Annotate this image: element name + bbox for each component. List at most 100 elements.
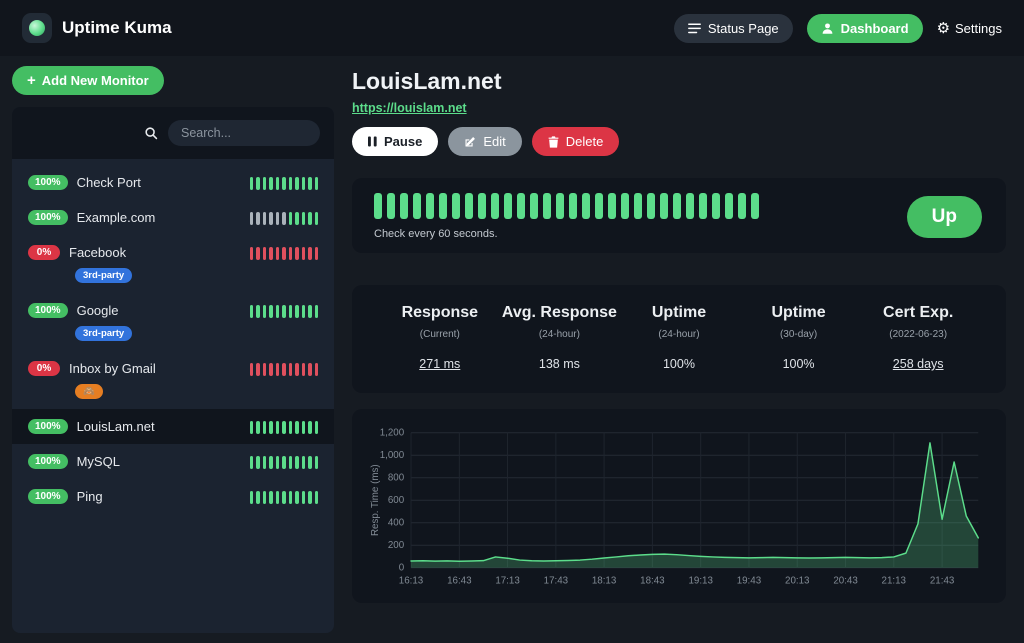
navbar-actions: Status Page Dashboard ⚙ Settings <box>673 13 1002 43</box>
heartbeat-bar <box>282 247 286 260</box>
heartbeat-bar <box>256 177 260 190</box>
app-title: Uptime Kuma <box>62 18 172 37</box>
check-interval-text: Check every 60 seconds. <box>374 228 498 240</box>
heartbeat-bar <box>275 305 279 318</box>
add-new-monitor-button[interactable]: + Add New Monitor <box>12 66 164 95</box>
heartbeat-bar <box>288 421 292 434</box>
heartbeat-bar <box>413 193 421 219</box>
heartbeat-row <box>249 421 318 434</box>
monitor-info: 100% LouisLam.net <box>28 419 155 434</box>
status-up-badge[interactable]: Up <box>906 195 982 238</box>
stat-uptime--24-hour-: Uptime (24-hour) 100% <box>619 304 739 371</box>
monitor-name: MySQL <box>76 454 120 469</box>
monitor-item-mysql[interactable]: 100% MySQL <box>12 444 334 479</box>
monitor-item-inbox-by-gmail[interactable]: 0% Inbox by Gmail 🙈 <box>12 351 334 409</box>
heartbeat-bar <box>314 247 318 260</box>
uptime-badge: 100% <box>28 489 68 504</box>
heartbeat-bar <box>269 305 273 318</box>
monitor-info: 100% Check Port <box>28 175 141 190</box>
trash-icon <box>548 135 559 148</box>
svg-text:20:43: 20:43 <box>833 575 857 586</box>
app-logo-icon <box>22 13 52 43</box>
dashboard-button[interactable]: Dashboard <box>806 13 923 43</box>
heartbeat-bar <box>288 247 292 260</box>
monitor-info: 100% MySQL <box>28 454 120 469</box>
heartbeat-bar <box>608 193 616 219</box>
heartbeat-bar <box>256 305 260 318</box>
tag-row: 3rd-party <box>75 323 133 341</box>
monitor-item-check-port[interactable]: 100% Check Port <box>12 165 334 200</box>
monitor-info: 100% Ping <box>28 489 103 504</box>
heartbeat-bar <box>465 193 473 219</box>
heartbeat-bar <box>308 491 312 504</box>
monitor-name: Inbox by Gmail <box>69 361 156 376</box>
heartbeat-bar <box>288 305 292 318</box>
heartbeat-bar <box>504 193 512 219</box>
monitor-item-google[interactable]: 100% Google 3rd-party <box>12 293 334 351</box>
heartbeat-bar <box>256 212 260 225</box>
pause-icon <box>368 136 377 147</box>
settings-button[interactable]: ⚙ Settings <box>937 21 1002 36</box>
pause-button[interactable]: Pause <box>352 127 439 156</box>
heartbeat-bar <box>595 193 603 219</box>
svg-text:19:43: 19:43 <box>737 575 761 586</box>
gear-icon: ⚙ <box>936 19 951 37</box>
heartbeat-bar <box>308 305 312 318</box>
heartbeat-bar <box>262 305 266 318</box>
uptime-badge: 100% <box>28 175 68 190</box>
svg-text:400: 400 <box>388 518 405 529</box>
add-monitor-label: Add New Monitor <box>41 73 149 88</box>
heartbeat-bar <box>314 177 318 190</box>
monitor-item-ping[interactable]: 100% Ping <box>12 479 334 514</box>
heartbeat-bar <box>275 212 279 225</box>
heartbeat-bar <box>269 363 273 376</box>
heartbeat-bar <box>295 247 299 260</box>
heartbeat-bar <box>249 456 253 469</box>
monitor-item-example-com[interactable]: 100% Example.com <box>12 200 334 235</box>
stat-value[interactable]: 271 ms <box>419 357 461 371</box>
search-input[interactable] <box>168 120 320 146</box>
uptime-badge: 0% <box>28 245 60 260</box>
heartbeat-row <box>249 177 318 190</box>
heartbeat-bar <box>288 456 292 469</box>
delete-button[interactable]: Delete <box>531 127 620 156</box>
heartbeat-bar <box>699 193 707 219</box>
monitor-url-link[interactable]: https://louislam.net <box>352 101 467 115</box>
monitor-name: Facebook <box>69 245 127 260</box>
edit-button[interactable]: Edit <box>448 127 522 156</box>
heartbeat-bar <box>288 491 292 504</box>
status-page-button[interactable]: Status Page <box>673 13 793 43</box>
heartbeat-bar <box>288 363 292 376</box>
heartbeat-bar <box>295 305 299 318</box>
heartbeat-bar <box>295 177 299 190</box>
heartbeat-bar <box>249 305 253 318</box>
main-content: LouisLam.net https://louislam.net Pause … <box>334 56 1024 643</box>
stat-value[interactable]: 258 days <box>892 357 944 371</box>
heartbeat-bar <box>262 177 266 190</box>
svg-text:1,000: 1,000 <box>380 450 405 461</box>
stat-avg-response--24-hour-: Avg. Response (24-hour) 138 ms <box>500 304 620 371</box>
heartbeat-bar <box>282 491 286 504</box>
heartbeat-bar <box>269 421 273 434</box>
status-page-label: Status Page <box>707 20 779 36</box>
response-time-chart: 0 200 400 600 800 1,000 1,200 16:13 16:43 17:13 17… <box>370 428 980 586</box>
stat-value: 138 ms <box>538 357 580 371</box>
stat-value: 100% <box>782 357 815 371</box>
heartbeat-bar <box>301 177 305 190</box>
monitor-item-facebook[interactable]: 0% Facebook 3rd-party <box>12 235 334 293</box>
heartbeat-bar <box>314 212 318 225</box>
heartbeat-bar <box>295 421 299 434</box>
svg-text:17:43: 17:43 <box>544 575 568 586</box>
heartbeat-bar <box>256 421 260 434</box>
heartbeat-bar <box>275 247 279 260</box>
sidebar: + Add New Monitor 100% Check Port 100% Exam… <box>12 66 334 633</box>
heartbeat-bar <box>660 193 668 219</box>
svg-text:0: 0 <box>399 563 405 574</box>
monitor-item-louislam-net[interactable]: 100% LouisLam.net <box>12 409 334 444</box>
heartbeat-block: Check every 60 seconds. <box>374 193 759 240</box>
heartbeat-bar <box>712 193 720 219</box>
heartbeat-bar <box>262 456 266 469</box>
heartbeat-bar <box>249 247 253 260</box>
heartbeat-row <box>249 212 318 225</box>
tag-row: 🙈 <box>75 381 156 399</box>
